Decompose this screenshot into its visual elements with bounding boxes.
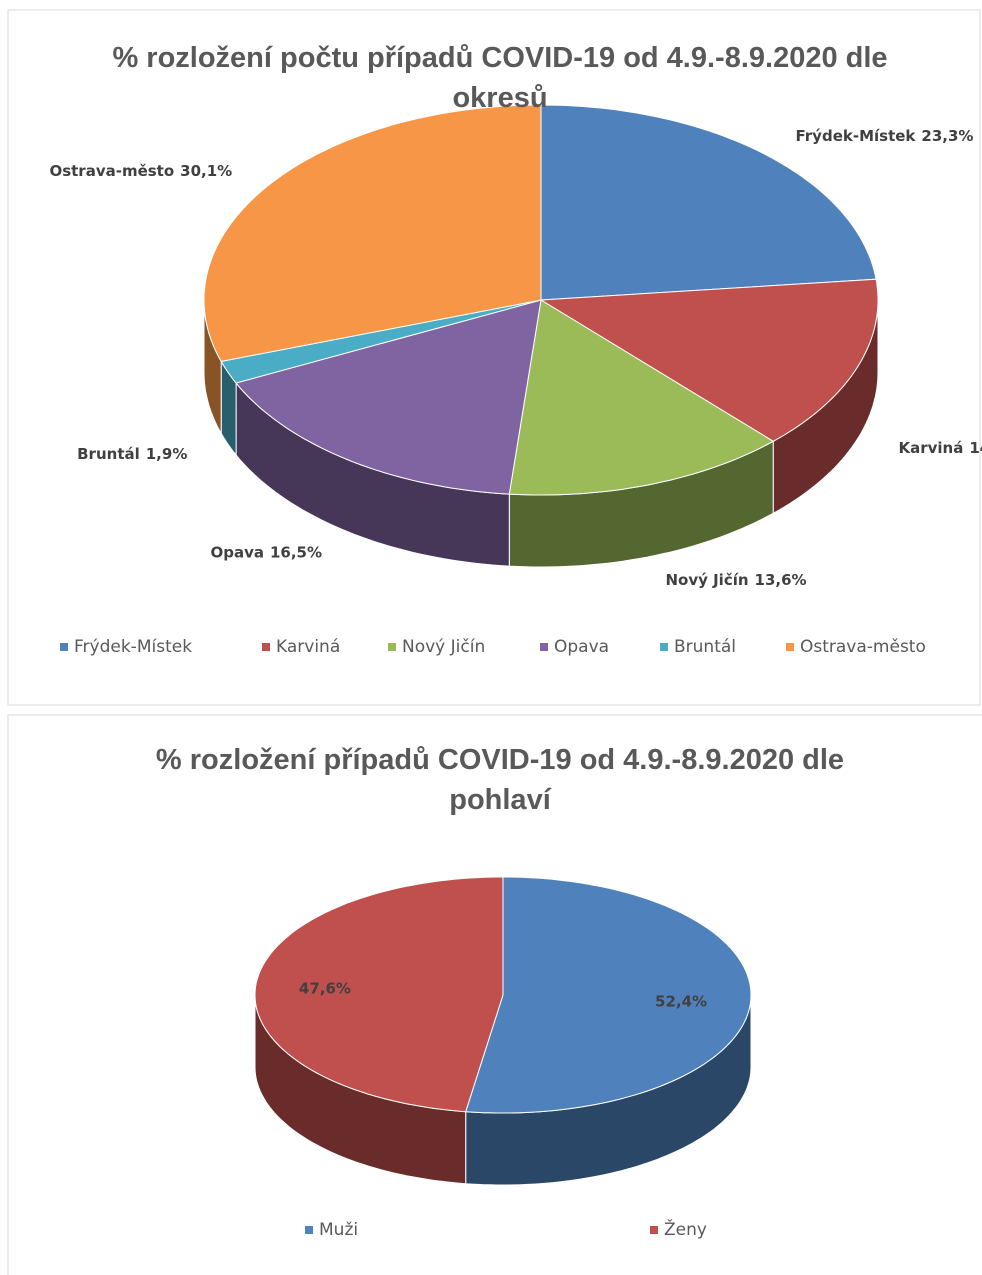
data-label: Karviná 14,6% (898, 438, 982, 456)
legend-label: Opava (554, 637, 609, 657)
data-label-value: 30,1% (180, 162, 232, 180)
data-label: Opava 16,5% (210, 543, 322, 561)
data-label-value: 14,6% (969, 438, 982, 456)
legend-label: Karviná (276, 637, 340, 657)
legend-swatch (660, 643, 668, 651)
slice (540, 104, 877, 301)
data-label: Ostrava-město 30,1% (49, 162, 232, 180)
data-label-value: 13,6% (755, 571, 807, 589)
chart-frame (7, 9, 981, 706)
slice (220, 299, 542, 384)
legend-label: Nový Jičín (402, 637, 485, 657)
legend-label: Frýdek-Místek (74, 637, 192, 657)
data-label-value: 23,3% (921, 127, 973, 145)
legend-label: Ženy (664, 1218, 707, 1240)
data-label-name: Opava (210, 543, 264, 561)
slice (203, 104, 542, 362)
data-label: 47,6% (299, 979, 351, 997)
legend-swatch (388, 643, 396, 651)
data-label-name: Nový Jičín (665, 571, 748, 589)
data-label: Nový Jičín 13,6% (665, 571, 806, 589)
legend-swatch (305, 1226, 313, 1234)
legend-swatch (60, 643, 68, 651)
data-label-value: 47,6% (299, 979, 351, 997)
slice (465, 876, 752, 1114)
data-label-name: Ostrava-město (49, 162, 174, 180)
legend-label: Muži (319, 1220, 358, 1240)
legend-label: Ostrava-město (800, 637, 926, 657)
chart-title: % rozložení počtu případů COVID-19 od 4.… (112, 42, 888, 114)
slice (539, 278, 879, 442)
data-label-name: Karviná (898, 438, 963, 456)
data-label: 52,4% (655, 992, 707, 1010)
legend-swatch (650, 1226, 658, 1234)
data-label-name: Frýdek-Místek (796, 127, 917, 145)
data-label: Frýdek-Místek 23,3% (796, 127, 974, 145)
data-label-value: 1,9% (146, 444, 188, 462)
data-label: Bruntál 1,9% (77, 444, 187, 462)
data-label-value: 52,4% (655, 992, 707, 1010)
legend-swatch (786, 643, 794, 651)
legend-label: Bruntál (674, 637, 736, 657)
slice (254, 876, 504, 1113)
legend-swatch (540, 643, 548, 651)
slice (235, 299, 542, 495)
data-label-name: Bruntál (77, 444, 140, 462)
legend-swatch (262, 643, 270, 651)
data-label-value: 16,5% (270, 543, 322, 561)
chart-title: % rozložení případů COVID-19 od 4.9.-8.9… (155, 744, 845, 816)
slice (508, 299, 775, 496)
